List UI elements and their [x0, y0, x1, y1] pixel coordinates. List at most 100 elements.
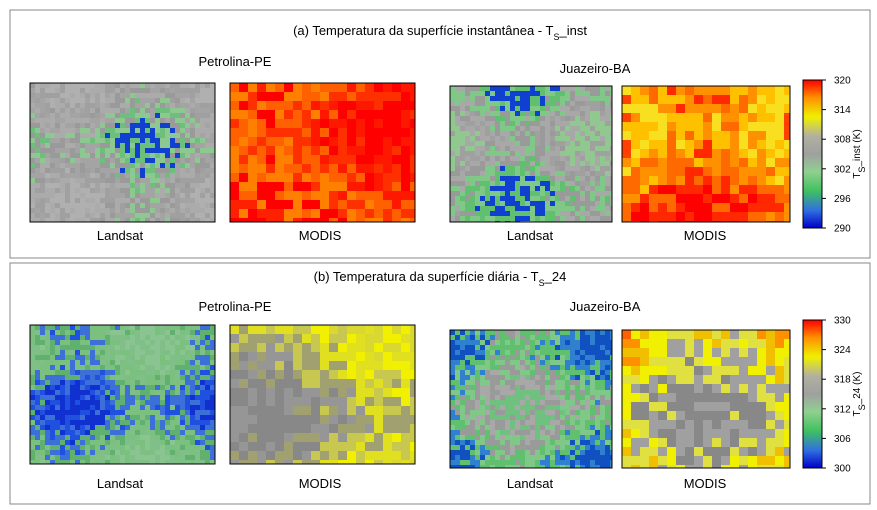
image-pixel	[110, 380, 115, 385]
image-pixel	[545, 350, 550, 355]
image-pixel	[70, 178, 75, 183]
image-pixel	[70, 385, 75, 390]
image-pixel	[266, 137, 275, 146]
image-pixel	[170, 198, 175, 203]
image-pixel	[515, 161, 520, 166]
image-pixel	[510, 370, 515, 375]
image-pixel	[560, 330, 565, 335]
image-pixel	[600, 355, 605, 360]
image-pixel	[730, 95, 739, 104]
image-pixel	[95, 425, 100, 430]
image-pixel	[140, 148, 145, 153]
image-pixel	[125, 113, 130, 118]
image-pixel	[120, 198, 125, 203]
image-pixel	[460, 390, 465, 395]
image-pixel	[465, 360, 470, 365]
image-pixel	[365, 119, 374, 128]
image-pixel	[470, 136, 475, 141]
image-pixel	[455, 415, 460, 420]
image-pixel	[495, 355, 500, 360]
image-pixel	[450, 126, 455, 131]
image-pixel	[70, 380, 75, 385]
image-pixel	[190, 425, 195, 430]
image-pixel	[470, 400, 475, 405]
image-pixel	[622, 348, 631, 357]
image-pixel	[505, 151, 510, 156]
image-pixel	[160, 108, 165, 113]
image-pixel	[338, 110, 347, 119]
image-pixel	[329, 460, 338, 464]
image-pixel	[239, 451, 248, 460]
image-pixel	[703, 203, 712, 212]
image-pixel	[275, 433, 284, 442]
image-pixel	[110, 203, 115, 208]
image-pixel	[535, 455, 540, 460]
image-pixel	[694, 203, 703, 212]
image-pixel	[100, 193, 105, 198]
image-pixel	[175, 173, 180, 178]
image-pixel	[90, 158, 95, 163]
image-pixel	[145, 370, 150, 375]
image-pixel	[485, 101, 490, 106]
image-pixel	[45, 178, 50, 183]
image-pixel	[565, 450, 570, 455]
image-pixel	[120, 98, 125, 103]
image-pixel	[580, 216, 585, 221]
image-pixel	[595, 126, 600, 131]
image-pixel	[95, 188, 100, 193]
image-pixel	[190, 365, 195, 370]
image-pixel	[45, 335, 50, 340]
image-pixel	[485, 385, 490, 390]
image-pixel	[60, 380, 65, 385]
image-pixel	[85, 400, 90, 405]
image-pixel	[150, 178, 155, 183]
image-pixel	[485, 370, 490, 375]
image-pixel	[570, 420, 575, 425]
image-pixel	[766, 95, 775, 104]
image-pixel	[365, 406, 374, 415]
image-pixel	[80, 213, 85, 218]
image-pixel	[85, 188, 90, 193]
image-pixel	[30, 370, 35, 375]
image-pixel	[401, 164, 410, 173]
image-pixel	[160, 123, 165, 128]
image-pixel	[495, 196, 500, 201]
image-pixel	[676, 122, 685, 131]
image-pixel	[130, 405, 135, 410]
image-pixel	[90, 335, 95, 340]
image-pixel	[170, 425, 175, 430]
image-pixel	[550, 365, 555, 370]
image-pixel	[65, 128, 70, 133]
image-pixel	[500, 116, 505, 121]
image-pixel	[338, 146, 347, 155]
image-pixel	[580, 335, 585, 340]
image-pixel	[150, 168, 155, 173]
image-pixel	[160, 445, 165, 450]
image-pixel	[329, 119, 338, 128]
image-pixel	[50, 430, 55, 435]
image-pixel	[140, 103, 145, 108]
image-pixel	[35, 148, 40, 153]
image-pixel	[80, 218, 85, 222]
image-pixel	[266, 110, 275, 119]
image-pixel	[30, 340, 35, 345]
image-pixel	[35, 88, 40, 93]
image-pixel	[590, 191, 595, 196]
image-pixel	[525, 455, 530, 460]
image-pixel	[95, 113, 100, 118]
image-pixel	[180, 325, 185, 330]
image-pixel	[200, 138, 205, 143]
image-pixel	[40, 445, 45, 450]
image-pixel	[356, 352, 365, 361]
image-pixel	[125, 380, 130, 385]
image-pixel	[135, 415, 140, 420]
image-pixel	[590, 335, 595, 340]
image-pixel	[480, 121, 485, 126]
image-pixel	[658, 339, 667, 348]
image-caption: MODIS	[299, 228, 342, 243]
image-pixel	[475, 455, 480, 460]
image-pixel	[520, 151, 525, 156]
image-pixel	[455, 395, 460, 400]
image-pixel	[320, 442, 329, 451]
image-pixel	[748, 176, 757, 185]
